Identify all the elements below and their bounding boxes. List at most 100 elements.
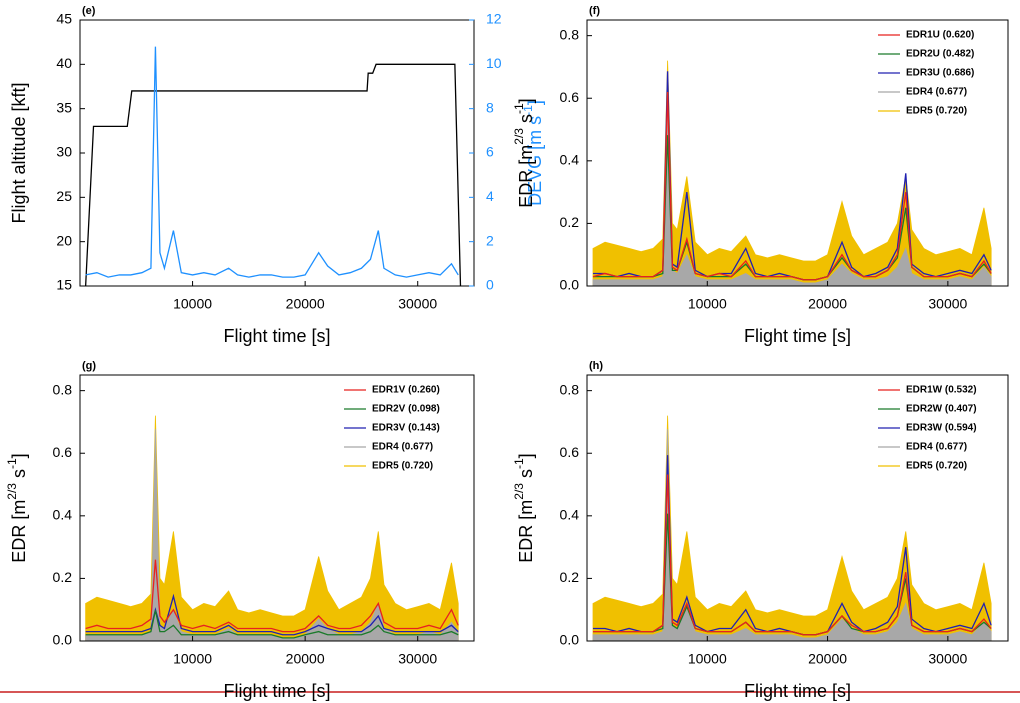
panel-label: (h) [589,360,603,372]
series-area [85,415,459,641]
axis-title: EDR [m2/3 s-1] [512,98,536,207]
legend-label: EDR3U (0.686) [906,68,974,79]
series-area [592,429,992,641]
x-axis-title: Flight time [s] [744,681,851,701]
y-tick-label: 0.4 [53,507,73,523]
label-part: EDR [m [516,500,536,563]
label-part: EDR [m [516,145,536,208]
legend-label: EDR3V (0.143) [372,423,440,434]
legend-label: EDR2U (0.482) [906,49,974,60]
legend-label: EDR5 (0.720) [906,106,967,117]
label-part: ] [516,98,536,103]
y-tick-label: 40 [56,55,72,71]
y2-tick-label: 4 [486,188,494,204]
y2-tick-label: 12 [486,11,502,27]
superscript: 2/3 [512,483,526,500]
x-tick-label: 30000 [928,651,967,667]
label-part: s [516,469,536,483]
series-area [592,415,992,641]
label-part: ] [516,453,536,458]
y-tick-label: 20 [56,232,72,248]
y-tick-label: 0.8 [560,381,580,397]
y2-tick-label: 2 [486,232,494,248]
series-line [85,46,459,278]
y2-tick-label: 8 [486,99,494,115]
superscript: -1 [5,458,19,469]
label-part: s [516,114,536,128]
legend-label: EDR4 (0.677) [906,442,967,453]
y-tick-label: 0.2 [53,569,73,585]
y-tick-label: 0.6 [560,89,580,105]
label-part: ] [9,453,29,458]
legend-label: EDR3W (0.594) [906,423,977,434]
label-part: DEVG [m s [525,116,545,206]
y2-tick-label: 10 [486,55,502,71]
legend-label: EDR5 (0.720) [372,461,433,472]
series-area [592,60,992,286]
superscript: -1 [512,103,526,114]
x-tick-label: 10000 [173,296,212,312]
y-tick-label: 0.0 [560,632,580,648]
label-part: Flight altitude [kft] [9,82,29,223]
y-tick-label: 0.6 [560,444,580,460]
y-tick-label: 0.6 [53,444,73,460]
y-tick-label: 35 [56,99,72,115]
legend-label: EDR2W (0.407) [906,404,977,415]
series-line [85,559,459,633]
legend-label: EDR1V (0.260) [372,385,440,396]
legend-label: EDR1U (0.620) [906,30,974,41]
superscript: 2/3 [512,128,526,145]
x-tick-label: 20000 [808,651,847,667]
x-tick-label: 10000 [688,651,727,667]
panel-label: (f) [589,5,600,17]
x-tick-label: 30000 [928,296,967,312]
y-tick-label: 0.2 [560,569,580,585]
legend-label: EDR5 (0.720) [906,461,967,472]
axis-title: EDR [m2/3 s-1] [512,453,536,562]
y-tick-label: 0.0 [53,632,73,648]
legend-label: EDR1W (0.532) [906,385,977,396]
series-line [592,91,992,281]
y2-tick-label: 0 [486,277,494,293]
y-tick-label: 0.2 [560,214,580,230]
y-tick-label: 0.4 [560,152,580,168]
axis-title: Flight altitude [kft] [9,82,29,223]
legend-label: EDR4 (0.677) [906,87,967,98]
legend-label: EDR4 (0.677) [372,442,433,453]
legend-label: EDR2V (0.098) [372,404,440,415]
y-tick-label: 45 [56,11,72,27]
y-tick-label: 0.8 [560,26,580,42]
series-line [85,610,459,639]
x-tick-label: 20000 [808,296,847,312]
x-axis-title: Flight time [s] [223,326,330,346]
label-part: s [9,469,29,483]
series-line [84,63,462,286]
plot-frame [79,19,475,287]
y-tick-label: 25 [56,188,72,204]
panel-label: (e) [82,5,96,17]
axis-title: EDR [m2/3 s-1] [5,453,29,562]
x-tick-label: 30000 [398,651,437,667]
y-tick-label: 15 [56,277,72,293]
x-tick-label: 20000 [286,651,325,667]
axis-title: DEVG [m s-1] [521,100,545,206]
x-tick-label: 20000 [286,296,325,312]
superscript: -1 [521,105,535,116]
y-tick-label: 0.0 [560,277,580,293]
series-line [593,474,992,636]
y-tick-label: 0.8 [53,381,73,397]
x-axis-title: Flight time [s] [223,681,330,701]
x-tick-label: 10000 [688,296,727,312]
y2-tick-label: 6 [486,144,494,160]
x-tick-label: 10000 [173,651,212,667]
x-axis-title: Flight time [s] [744,326,851,346]
plot-frame [586,19,1009,287]
panel-label: (g) [82,360,96,372]
y-tick-label: 0.4 [560,507,580,523]
superscript: 2/3 [5,483,19,500]
superscript: -1 [512,458,526,469]
plot-frame [586,374,1009,642]
series-area [592,74,992,286]
y-tick-label: 30 [56,144,72,160]
